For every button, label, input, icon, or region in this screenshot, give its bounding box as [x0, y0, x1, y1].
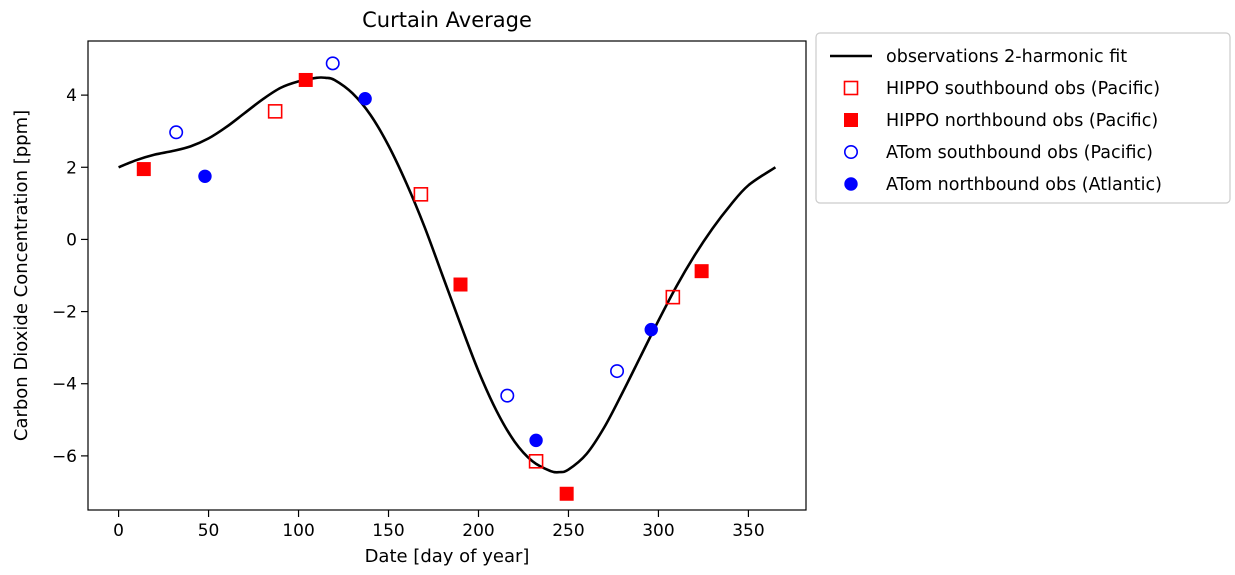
data-point — [413, 187, 429, 202]
y-tick-label: −6 — [52, 447, 77, 467]
data-point — [136, 162, 151, 177]
legend-entry: HIPPO northbound obs (Pacific) — [844, 111, 1158, 131]
y-tick-label: −4 — [52, 375, 77, 395]
legend-label: HIPPO northbound obs (Pacific) — [886, 111, 1158, 131]
plot-frame — [87, 40, 807, 511]
legend-label: ATom northbound obs (Atlantic) — [886, 175, 1162, 195]
x-axis: 0 50 100 150 200 250 300 350 — [113, 510, 765, 541]
x-tick-label: 0 — [113, 521, 124, 541]
data-point — [528, 453, 544, 469]
y-axis-label: Carbon Dioxide Concentration [ppm] — [11, 110, 32, 441]
legend-marker-swatch — [843, 80, 859, 96]
series-group — [136, 72, 709, 501]
legend-box — [815, 32, 1231, 204]
legend-marker-swatch — [843, 145, 858, 160]
data-point — [325, 56, 340, 71]
legend-label: HIPPO southbound obs (Pacific) — [886, 79, 1160, 99]
plot-area — [118, 56, 777, 501]
data-point — [665, 289, 681, 305]
data-point — [559, 486, 574, 501]
legend-entry: HIPPO southbound obs (Pacific) — [843, 79, 1160, 99]
series-group — [169, 56, 625, 403]
legend-label: observations 2-harmonic fit — [886, 47, 1127, 67]
series-group — [198, 92, 658, 448]
series-group — [267, 104, 681, 469]
data-point — [694, 264, 709, 279]
x-tick-label: 200 — [462, 521, 494, 541]
data-point — [267, 104, 283, 119]
legend-marker-swatch — [844, 113, 858, 127]
y-tick-label: 4 — [66, 86, 77, 106]
legend-entry: ATom southbound obs (Pacific) — [843, 143, 1153, 163]
data-point — [610, 364, 625, 379]
y-axis: −6 −4 −2 0 2 4 — [52, 86, 88, 467]
data-point — [358, 92, 372, 106]
x-axis-label: Date [day of year] — [365, 546, 530, 567]
y-tick-label: −2 — [52, 303, 77, 323]
legend-label: ATom southbound obs (Pacific) — [886, 143, 1153, 163]
data-point — [453, 277, 468, 292]
x-tick-label: 250 — [552, 521, 584, 541]
y-tick-label: 0 — [66, 230, 77, 250]
data-point — [644, 322, 658, 337]
data-point — [198, 169, 212, 183]
data-point — [500, 388, 515, 403]
y-tick-label: 2 — [66, 158, 77, 178]
data-point — [529, 433, 543, 448]
chart-title: Curtain Average — [362, 8, 532, 32]
fit-curve — [118, 76, 777, 474]
data-point — [169, 125, 184, 140]
legend: observations 2-harmonic fit HIPPO southbo… — [815, 32, 1231, 204]
data-point — [298, 72, 313, 87]
legend-entry: observations 2-harmonic fit — [830, 47, 1127, 67]
x-tick-label: 50 — [198, 521, 220, 541]
x-tick-label: 100 — [282, 521, 314, 541]
x-tick-label: 300 — [642, 521, 674, 541]
legend-marker-swatch — [844, 177, 858, 191]
legend-entry: ATom northbound obs (Atlantic) — [844, 175, 1162, 195]
x-tick-label: 350 — [732, 521, 764, 541]
x-tick-label: 150 — [372, 521, 404, 541]
